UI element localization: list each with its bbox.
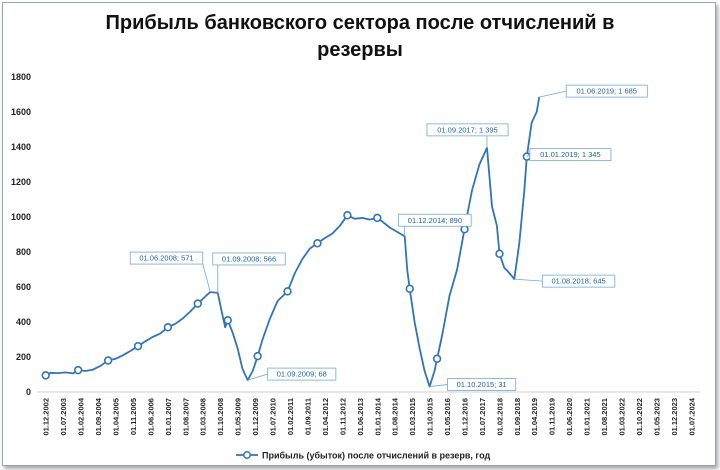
x-tick-label: 01.06.2013 bbox=[356, 398, 365, 436]
x-tick-label: 01.08.2021 bbox=[600, 398, 609, 436]
data-point-marker bbox=[405, 284, 414, 293]
callout-leader bbox=[526, 154, 531, 157]
data-point-marker bbox=[495, 249, 504, 258]
x-tick-label: 01.04.2019 bbox=[530, 398, 539, 436]
data-label: 01.08.2018; 645 bbox=[551, 277, 605, 286]
legend-marker bbox=[243, 451, 251, 459]
x-tick-label: 01.03.2008 bbox=[199, 398, 208, 436]
x-tick-label: 01.08.2014 bbox=[391, 397, 400, 435]
x-tick-label: 01.08.2007 bbox=[181, 398, 190, 436]
callout-leader bbox=[539, 90, 567, 98]
y-tick-label: 600 bbox=[16, 282, 31, 292]
y-tick-label: 800 bbox=[16, 247, 31, 257]
x-tick-label: 01.04.2012 bbox=[321, 398, 330, 436]
chart-title-line-1: Прибыль банковского сектора после отчисл… bbox=[105, 12, 615, 34]
y-tick-label: 1800 bbox=[11, 72, 31, 82]
callout-box bbox=[529, 148, 612, 162]
callout-box bbox=[447, 378, 517, 391]
data-label: 01.09.2009; 68 bbox=[277, 370, 327, 379]
data-point-marker bbox=[73, 365, 83, 375]
callout-box bbox=[212, 252, 286, 266]
data-point-marker bbox=[373, 213, 382, 223]
x-tick-label: 01.03.2015 bbox=[408, 398, 417, 436]
x-tick-label: 01.10.2015 bbox=[426, 398, 435, 436]
x-tick-label: 01.02.2011 bbox=[286, 398, 295, 435]
y-tick-label: 1000 bbox=[11, 212, 31, 222]
data-label: 01.12.2014; 890 bbox=[408, 216, 462, 225]
data-label: 01.09.2008; 566 bbox=[222, 254, 276, 263]
y-tick-label: 1200 bbox=[11, 177, 31, 187]
x-tick-label: 01.03.2022 bbox=[617, 398, 626, 436]
callout-leader bbox=[247, 373, 268, 381]
x-tick-label: 01.11.2012 bbox=[338, 398, 347, 435]
x-tick-label: 01.07.2017 bbox=[478, 398, 487, 436]
data-label: 01.01.2019; 1 345 bbox=[540, 150, 600, 159]
x-tick-label: 01.04.2005 bbox=[111, 398, 120, 436]
x-tick-label: 01.10.2022 bbox=[635, 398, 644, 436]
x-tick-label: 01.01.2021 bbox=[583, 398, 592, 436]
x-tick-label: 01.07.2003 bbox=[59, 398, 68, 436]
chart-title: Прибыль банковского сектора после отчисл… bbox=[0, 10, 720, 64]
callout-leader bbox=[429, 384, 448, 387]
callout-box bbox=[565, 84, 648, 98]
x-tick-label: 01.01.2014 bbox=[373, 397, 382, 435]
data-point-marker bbox=[193, 299, 202, 308]
x-tick-label: 01.10.2008 bbox=[216, 398, 225, 436]
x-tick-label: 01.05.2016 bbox=[443, 398, 452, 436]
y-tick-label: 200 bbox=[16, 352, 31, 362]
data-point-marker bbox=[343, 211, 352, 220]
y-tick-label: 1400 bbox=[11, 142, 31, 152]
callout-leader bbox=[514, 278, 543, 282]
y-tick-label: 1600 bbox=[11, 107, 31, 117]
x-tick-label: 01.01.2007 bbox=[164, 398, 173, 436]
data-label: 01.10.2015; 31 bbox=[457, 380, 507, 389]
x-tick-label: 01.02.2018 bbox=[495, 398, 504, 436]
data-point-marker bbox=[163, 323, 173, 332]
y-tick-label: 400 bbox=[16, 317, 31, 327]
callout-leader bbox=[202, 263, 211, 293]
x-tick-label: 01.06.2006 bbox=[146, 398, 155, 436]
data-label: 01.06.2008; 571 bbox=[139, 254, 193, 263]
data-point-marker bbox=[103, 356, 113, 365]
data-point-marker bbox=[313, 239, 322, 248]
data-label: 01.06.2019; 1 685 bbox=[577, 87, 637, 96]
x-tick-label: 01.07.2010 bbox=[268, 398, 277, 436]
x-tick-label: 01.12.2009 bbox=[251, 398, 260, 436]
x-tick-label: 01.09.2004 bbox=[94, 397, 103, 435]
data-point-marker bbox=[460, 225, 469, 234]
data-point-marker bbox=[41, 371, 50, 380]
x-tick-label: 01.07.2024 bbox=[687, 397, 696, 435]
x-tick-label: 01.06.2020 bbox=[565, 398, 574, 436]
x-tick-label: 01.11.2019 bbox=[548, 398, 557, 435]
callout-box bbox=[541, 274, 616, 288]
x-tick-label: 01.12.2002 bbox=[42, 398, 51, 436]
series-line bbox=[45, 96, 541, 388]
x-tick-label: 01.02.2004 bbox=[77, 397, 86, 435]
callout-box bbox=[267, 367, 337, 381]
data-point-marker bbox=[253, 351, 262, 361]
y-tick-label: 0 bbox=[26, 387, 31, 397]
data-label: 01.09.2017; 1 395 bbox=[437, 125, 497, 134]
callout-box bbox=[426, 123, 509, 137]
x-tick-label: 01.12.2016 bbox=[461, 398, 470, 436]
data-point-marker bbox=[522, 152, 532, 161]
x-tick-label: 01.09.2011 bbox=[303, 398, 312, 435]
x-tick-label: 01.11.2005 bbox=[129, 398, 138, 435]
x-tick-label: 01.05.2023 bbox=[652, 398, 661, 436]
x-tick-label: 01.09.2018 bbox=[513, 398, 522, 436]
data-point-marker bbox=[133, 341, 143, 351]
callout-box bbox=[398, 213, 472, 227]
x-tick-label: 01.12.2023 bbox=[670, 398, 679, 436]
data-point-marker bbox=[432, 354, 442, 363]
chart-title-line-2: резервы bbox=[317, 39, 403, 61]
chart-frame bbox=[2, 2, 716, 466]
x-tick-label: 01.05.2009 bbox=[234, 398, 243, 436]
legend-label: Прибыль (убыток) после отчислений в резе… bbox=[262, 451, 490, 461]
callout-box bbox=[129, 251, 204, 265]
data-point-marker bbox=[283, 287, 292, 296]
data-point-marker bbox=[223, 316, 232, 325]
